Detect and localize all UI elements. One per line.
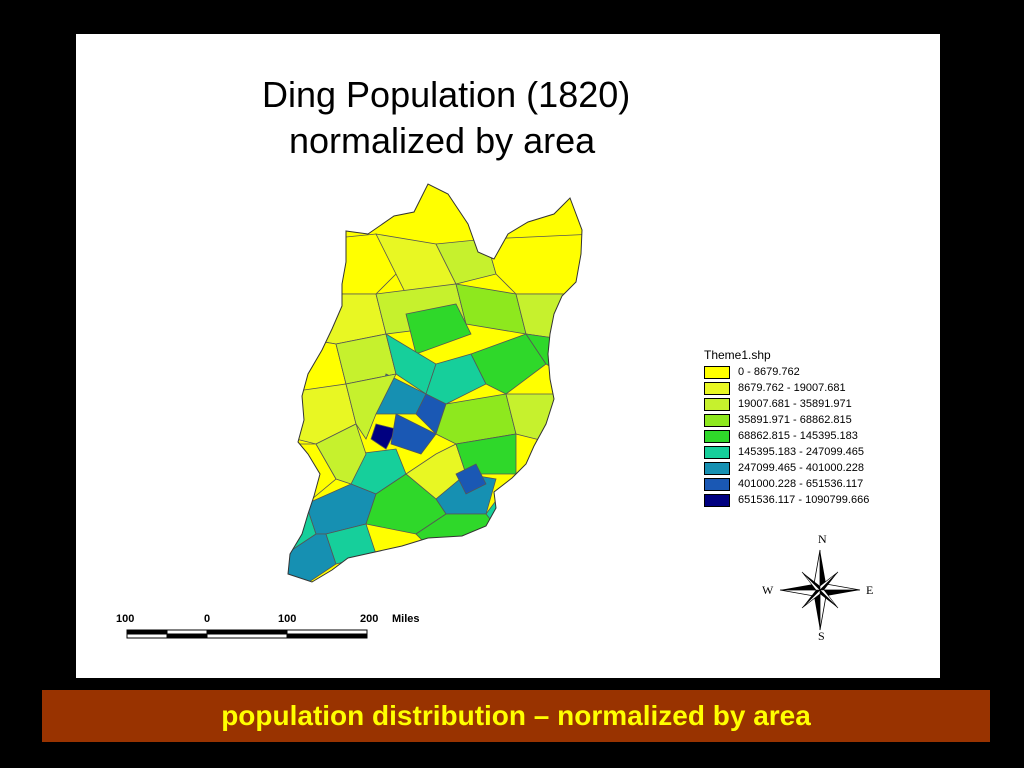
map-region	[405, 303, 472, 355]
legend-row: 247099.465 - 401000.228	[704, 460, 924, 476]
map-region	[345, 373, 397, 440]
legend-row: 35891.971 - 68862.815	[704, 412, 924, 428]
legend-label: 145395.183 - 247099.465	[738, 446, 865, 458]
compass-n: N	[818, 532, 827, 546]
legend-label: 651536.117 - 1090799.666	[738, 494, 870, 506]
legend-swatch	[704, 381, 730, 395]
map-region	[390, 413, 437, 455]
compass-e: E	[866, 583, 873, 597]
legend-rows: 0 - 8679.762 8679.762 - 19007.681 19007.…	[704, 364, 924, 508]
scale-tick-2: 100	[278, 613, 296, 625]
choropleth-map	[287, 183, 583, 583]
scale-tick-3: 200	[360, 613, 378, 625]
scale-tick-0: 100	[116, 613, 134, 625]
map-region	[315, 423, 367, 485]
caption-banner: population distribution – normalized by …	[42, 690, 990, 742]
map-region	[455, 463, 487, 495]
map-legend: Theme1.shp 0 - 8679.762 8679.762 - 19007…	[704, 348, 924, 508]
map-title-line2: normalized by area	[289, 120, 596, 161]
legend-label: 19007.681 - 35891.971	[738, 398, 852, 410]
map-panel: Ding Population (1820) normalized by are…	[76, 34, 940, 678]
compass-w: W	[762, 583, 774, 597]
legend-label: 0 - 8679.762	[738, 366, 800, 378]
legend-label: 401000.228 - 651536.117	[738, 478, 864, 490]
legend-swatch	[704, 413, 730, 427]
legend-row: 145395.183 - 247099.465	[704, 444, 924, 460]
legend-swatch	[704, 477, 730, 491]
map-region	[370, 423, 397, 450]
map-region	[425, 353, 487, 405]
caption-text: population distribution – normalized by …	[221, 700, 811, 731]
legend-row: 651536.117 - 1090799.666	[704, 492, 924, 508]
legend-row: 19007.681 - 35891.971	[704, 396, 924, 412]
legend-label: 35891.971 - 68862.815	[738, 414, 852, 426]
scale-bar: 100 0 100 200 Miles	[116, 613, 420, 639]
map-region	[288, 184, 582, 245]
map-outline	[287, 183, 583, 583]
compass-rose-icon: N S W E	[762, 532, 873, 643]
legend-swatch	[704, 365, 730, 379]
legend-title: Theme1.shp	[704, 348, 771, 362]
legend-label: 8679.762 - 19007.681	[738, 382, 846, 394]
compass-s: S	[818, 629, 825, 643]
legend-swatch	[704, 429, 730, 443]
legend-swatch	[704, 397, 730, 411]
legend-row: 8679.762 - 19007.681	[704, 380, 924, 396]
scale-tick-1: 0	[204, 613, 210, 625]
legend-swatch	[704, 445, 730, 459]
legend-swatch	[704, 461, 730, 475]
map-region	[288, 293, 387, 345]
legend-row: 401000.228 - 651536.117	[704, 476, 924, 492]
legend-swatch	[704, 493, 730, 507]
legend-label: 68862.815 - 145395.183	[738, 430, 858, 442]
map-title: Ding Population (1820) normalized by are…	[262, 72, 782, 164]
scale-unit: Miles	[392, 613, 420, 625]
map-title-line1: Ding Population (1820)	[262, 74, 631, 115]
legend-label: 247099.465 - 401000.228	[738, 462, 865, 474]
map-region	[470, 333, 547, 395]
legend-row: 68862.815 - 145395.183	[704, 428, 924, 444]
legend-row: 0 - 8679.762	[704, 364, 924, 380]
